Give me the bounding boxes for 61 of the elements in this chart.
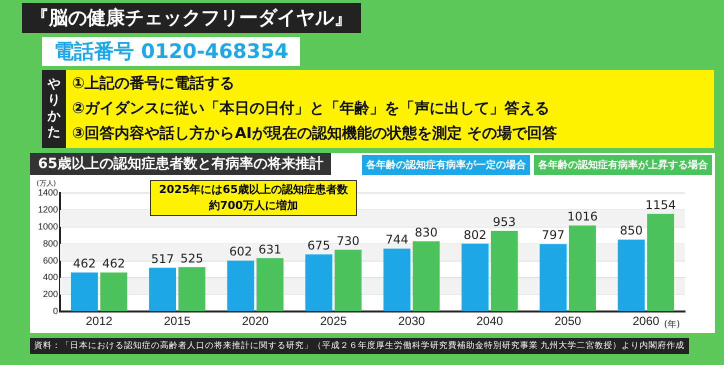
data-label: 744 — [385, 232, 408, 247]
y-tick-label: 0 — [53, 306, 58, 316]
bar — [490, 230, 518, 312]
text: ③回答内容や話し方からAIが現在の認知機能の状態を測定 その場で回答 — [72, 123, 558, 144]
bar — [462, 244, 489, 312]
y-tick-label: 400 — [42, 272, 58, 282]
bar — [227, 260, 254, 312]
x-tick-label: 2030 — [398, 314, 426, 328]
x-tick-label: 2050 — [554, 314, 582, 328]
x-tick-label: 2012 — [86, 314, 113, 328]
data-label: 525 — [180, 251, 204, 266]
bar — [178, 267, 206, 312]
data-label: 1154 — [645, 198, 676, 212]
data-label: 1016 — [567, 210, 598, 224]
bar — [412, 241, 440, 312]
y-tick-label: 800 — [42, 238, 58, 248]
data-label: 830 — [414, 225, 438, 240]
bar — [383, 248, 410, 312]
bar — [100, 272, 128, 312]
text: 『脳の健康チェックフリーダイヤル』 — [22, 3, 361, 33]
x-tick-label: 2025 — [320, 314, 348, 328]
y-tick-label: 1000 — [38, 221, 58, 232]
text: やりかた — [42, 70, 66, 148]
bar — [305, 254, 332, 312]
text: ①上記の番号に電話する — [72, 73, 236, 94]
x-axis-title: (年) — [664, 318, 680, 330]
y-tick-label: 1400 — [38, 187, 58, 198]
bar — [540, 244, 567, 312]
bar — [149, 268, 176, 312]
data-label: 631 — [258, 242, 282, 256]
text: 電話番号 0120-468354 — [42, 37, 300, 66]
bar — [70, 272, 98, 312]
data-label: 730 — [336, 234, 360, 248]
y-tick-label: 600 — [42, 255, 58, 266]
x-tick-label: 2060 — [632, 314, 660, 328]
bar — [256, 258, 284, 312]
x-tick-label: 2020 — [242, 314, 269, 328]
text: 各年齢の認知症有病率が一定の場合 — [362, 155, 530, 175]
data-label: 517 — [151, 252, 174, 266]
bar — [568, 226, 596, 312]
bar — [647, 214, 674, 312]
x-tick-label: 2040 — [476, 314, 504, 328]
data-label: 462 — [72, 256, 96, 271]
annotation: 約700万人に増加 — [208, 198, 299, 214]
y-tick-label: 200 — [42, 289, 58, 300]
text: 資料：「日本における認知症の高齢者人口の将来推計に関する研究」（平成２６年度厚生労働科学研究費補助金特別研究事業 九州大学二宮教授）より内閣府作成 — [30, 338, 689, 354]
text: 各年齢の認知症有病率が上昇する場合 — [534, 155, 712, 175]
data-label: 850 — [620, 224, 643, 238]
data-label: 462 — [102, 256, 126, 271]
data-label: 953 — [492, 214, 516, 229]
chart-title: 65歳以上の認知症患者数と有病率の将来推計 — [30, 153, 332, 175]
data-label: 675 — [307, 238, 330, 253]
bar — [618, 240, 645, 312]
data-label: 797 — [542, 228, 565, 242]
data-label: 802 — [464, 228, 486, 242]
bar — [334, 250, 362, 312]
annotation: 2025年には65歳以上の認知症患者数 — [159, 182, 348, 198]
y-tick-label: 1200 — [38, 204, 58, 214]
x-tick-label: 2015 — [164, 314, 191, 328]
data-label: 602 — [229, 244, 252, 259]
text: ②ガイダンスに従い「本日の日付」と「年齢」を「声に出して」答える — [72, 98, 551, 119]
